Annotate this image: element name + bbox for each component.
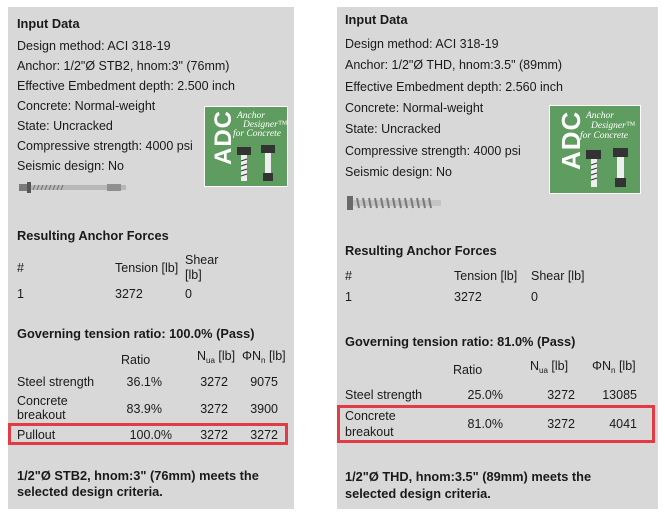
concrete-type: Concrete: Normal-weight	[17, 99, 156, 113]
forces-title: Resulting Anchor Forces	[17, 228, 169, 243]
row-concrete-ratio: 81.0%	[467, 417, 503, 431]
governing-ratio-title: Governing tension ratio: 81.0% (Pass)	[345, 334, 576, 349]
forces-header-shear: Shear [lb]	[531, 269, 585, 283]
header-nua: Nua [lb]	[197, 349, 236, 365]
forces-header-shear-unit: [lb]	[185, 268, 202, 282]
forces-row-tension: 3272	[115, 287, 143, 301]
row-pullout-phin: 3272	[250, 428, 278, 442]
forces-row-num: 1	[345, 290, 352, 304]
row-pullout-nua: 3272	[200, 428, 228, 442]
row-steel-label: Steel strength	[17, 375, 95, 389]
governing-row-highlight	[337, 405, 655, 443]
row-steel-nua: 3272	[200, 375, 228, 389]
row-concrete-label2: breakout	[345, 425, 394, 439]
row-pullout-label: Pullout	[17, 428, 56, 442]
concrete-state: State: Uncracked	[345, 122, 441, 136]
row-steel-ratio: 25.0%	[467, 388, 503, 402]
design-method: Design method: ACI 318-19	[345, 37, 499, 51]
anchor-info: Anchor: 1/2"Ø THD, hnom:3.5" (89mm)	[345, 58, 563, 72]
row-concrete-phin: 3900	[250, 402, 278, 416]
row-steel-label: Steel strength	[345, 388, 423, 402]
governing-ratio-title: Governing tension ratio: 100.0% (Pass)	[17, 326, 255, 341]
row-concrete-label: Concrete	[17, 394, 68, 408]
header-phin: ΦNn [lb]	[242, 349, 286, 365]
header-nua: Nua [lb]	[530, 359, 569, 375]
row-steel-ratio: 36.1%	[126, 375, 162, 389]
anchor-bolt-image	[19, 182, 126, 193]
row-pullout-ratio: 100.0%	[129, 428, 172, 442]
anchor-logo-icon	[237, 145, 275, 181]
row-concrete-nua: 3272	[547, 417, 575, 431]
forces-title: Resulting Anchor Forces	[345, 243, 497, 258]
left-result-panel: Input Data Design method: ACI 318-19 Anc…	[8, 7, 294, 509]
forces-header-tension: Tension [lb]	[115, 261, 179, 275]
row-steel-nua: 3272	[547, 388, 575, 402]
row-concrete-label: Concrete	[345, 409, 396, 423]
concrete-type: Concrete: Normal-weight	[345, 101, 484, 115]
forces-row-shear: 0	[531, 290, 538, 304]
compressive-strength: Compressive strength: 4000 psi	[17, 139, 193, 153]
embedment-depth: Effective Embedment depth: 2.560 inch	[345, 80, 563, 94]
header-ratio: Ratio	[453, 363, 483, 377]
anchor-info: Anchor: 1/2"Ø STB2, hnom:3" (76mm)	[17, 59, 230, 73]
conclusion-line2: selected design criteria.	[17, 484, 163, 499]
forces-header-tension: Tension [lb]	[454, 269, 518, 283]
row-concrete-ratio: 83.9%	[126, 402, 162, 416]
row-concrete-label2: breakout	[17, 408, 66, 422]
forces-row-tension: 3272	[454, 290, 482, 304]
row-concrete-phin: 4041	[609, 417, 637, 431]
concrete-state: State: Uncracked	[17, 119, 113, 133]
conclusion-line1: 1/2"Ø STB2, hnom:3" (76mm) meets the	[17, 468, 259, 483]
embedment-depth: Effective Embedment depth: 2.500 inch	[17, 79, 235, 93]
anchor-logo-icon	[586, 148, 628, 187]
right-result-panel: Input Data Design method: ACI 318-19 Anc…	[337, 7, 658, 509]
anchor-bolt-image	[347, 196, 441, 210]
header-phin: ΦNn [lb]	[592, 359, 636, 375]
row-concrete-nua: 3272	[200, 402, 228, 416]
governing-row-highlight	[8, 423, 288, 445]
compressive-strength: Compressive strength: 4000 psi	[345, 144, 521, 158]
forces-header-num: #	[345, 269, 352, 283]
row-steel-phin: 13085	[602, 388, 637, 402]
conclusion-line2: selected design criteria.	[345, 486, 491, 501]
forces-header-num: #	[17, 261, 24, 275]
design-method: Design method: ACI 318-19	[17, 39, 171, 53]
input-data-title: Input Data	[17, 16, 80, 31]
adc-logo: ADC Anchor Designer™ for Concrete	[549, 105, 641, 194]
adc-logo: ADC Anchor Designer™ for Concrete	[204, 106, 288, 187]
row-steel-phin: 9075	[250, 375, 278, 389]
header-ratio: Ratio	[121, 353, 151, 367]
conclusion-line1: 1/2"Ø THD, hnom:3.5" (89mm) meets the	[345, 469, 592, 484]
forces-row-shear: 0	[185, 287, 192, 301]
seismic-design: Seismic design: No	[17, 159, 124, 173]
input-data-title: Input Data	[345, 12, 408, 27]
forces-row-num: 1	[17, 287, 24, 301]
forces-header-shear: Shear	[185, 253, 219, 267]
seismic-design: Seismic design: No	[345, 165, 452, 179]
